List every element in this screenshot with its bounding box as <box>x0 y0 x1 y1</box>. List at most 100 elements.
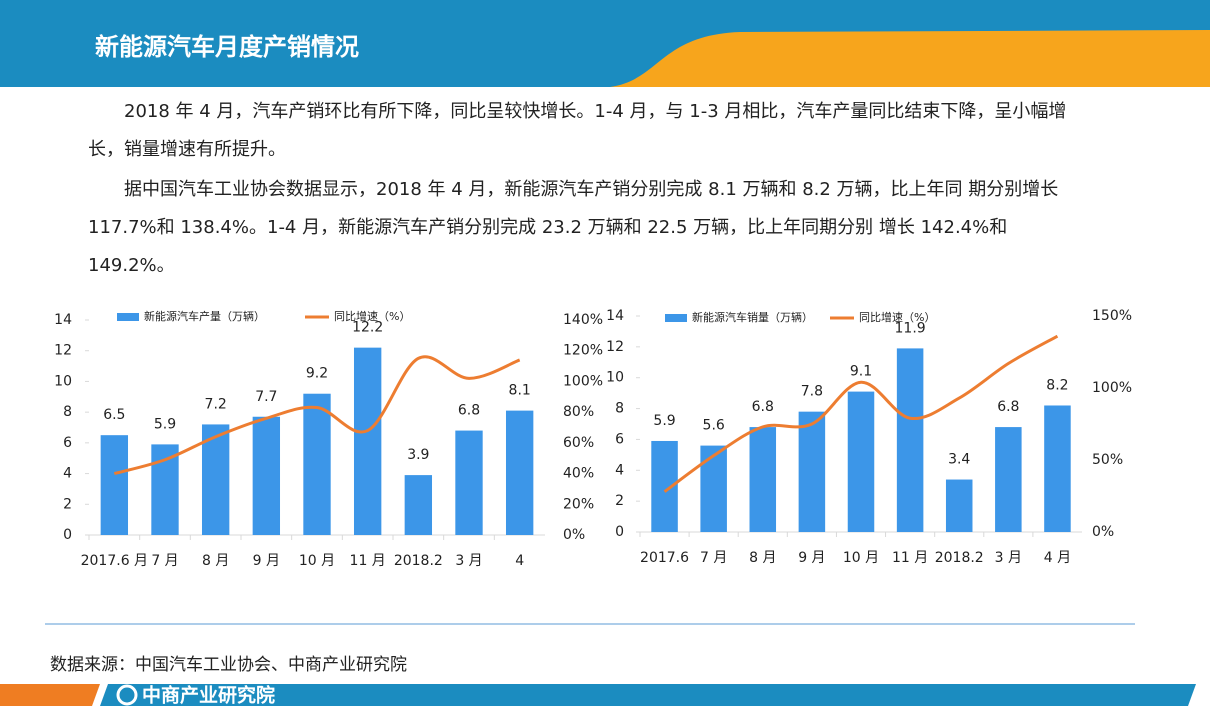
y2-tick-label: 60% <box>563 435 594 451</box>
y2-tick-label: 40% <box>563 466 594 482</box>
bar <box>798 411 826 532</box>
bar <box>404 475 433 535</box>
y2-tick-label: 0% <box>563 527 585 543</box>
legend-label: 新能源汽车产量（万辆） <box>144 309 265 323</box>
legend-swatch <box>117 313 139 321</box>
value-label: 9.1 <box>850 364 872 380</box>
bar <box>1044 405 1071 532</box>
value-label: 3.4 <box>948 452 970 468</box>
y2-tick-label: 140% <box>563 312 603 328</box>
x-tick-label: 4 <box>515 553 524 569</box>
growth-line <box>113 355 521 476</box>
bar <box>353 347 382 535</box>
logo-icon <box>116 684 138 706</box>
x-tick-label: 7 月 <box>151 553 178 569</box>
header-accent <box>610 30 1210 87</box>
x-tick-label: 2017.6 <box>640 550 689 566</box>
bar <box>505 410 534 535</box>
y2-tick-label: 80% <box>563 404 594 420</box>
value-label: 5.9 <box>154 416 176 432</box>
value-label: 7.8 <box>801 384 823 400</box>
bar <box>455 430 483 535</box>
value-label: 5.6 <box>703 418 725 434</box>
value-label: 9.2 <box>306 366 328 382</box>
y2-tick-label: 100% <box>563 373 603 389</box>
paragraph: 2018 年 4 月，汽车产销环比有所下降，同比呈较快增长。1-4 月，与 1-… <box>88 101 1067 160</box>
footer-bar <box>100 684 1196 706</box>
value-label: 7.2 <box>205 396 227 412</box>
x-tick-label: 4 月 <box>1044 550 1071 566</box>
bar <box>100 435 129 535</box>
x-tick-label: 8 月 <box>202 553 229 569</box>
value-label: 6.8 <box>997 399 1019 415</box>
y2-tick-label: 0% <box>1092 524 1114 540</box>
y-tick-label: 2 <box>63 496 72 512</box>
value-label: 6.5 <box>103 407 125 423</box>
x-tick-label: 10 月 <box>843 550 879 566</box>
value-label: 6.8 <box>458 403 480 419</box>
y-tick-label: 12 <box>606 339 624 355</box>
y2-tick-label: 20% <box>563 496 594 512</box>
bar <box>700 445 727 532</box>
y-tick-label: 6 <box>63 435 72 451</box>
x-tick-label: 2018.2 <box>394 553 443 569</box>
y-tick-label: 4 <box>615 462 624 478</box>
header-title: 新能源汽车月度产销情况 <box>95 33 359 61</box>
bar <box>303 393 331 535</box>
y-tick-label: 14 <box>606 308 624 324</box>
bar <box>749 427 777 532</box>
value-label: 11.9 <box>895 320 926 336</box>
logo-text: 中商产业研究院 <box>142 684 275 707</box>
y-tick-label: 2 <box>615 493 624 509</box>
value-label: 6.8 <box>752 399 774 415</box>
x-tick-label: 10 月 <box>299 553 335 569</box>
y-tick-label: 0 <box>615 524 624 540</box>
bar <box>945 479 973 532</box>
bar <box>201 424 230 535</box>
y-tick-label: 10 <box>54 373 72 389</box>
value-label: 12.2 <box>352 320 383 336</box>
growth-line <box>663 334 1059 493</box>
y2-tick-label: 120% <box>563 343 603 359</box>
value-label: 5.9 <box>653 413 675 429</box>
bar <box>847 391 875 532</box>
y-tick-label: 8 <box>63 404 72 420</box>
y-tick-label: 12 <box>54 343 72 359</box>
bar <box>252 416 281 535</box>
y-tick-label: 0 <box>63 527 72 543</box>
y-tick-label: 8 <box>615 401 624 417</box>
y-tick-label: 4 <box>63 466 72 482</box>
x-tick-label: 7 月 <box>700 550 727 566</box>
footer-accent <box>0 684 100 706</box>
value-label: 3.9 <box>407 447 429 463</box>
value-label: 8.2 <box>1046 377 1068 393</box>
x-tick-label: 2017.6 月 <box>81 553 148 569</box>
y-tick-label: 10 <box>606 370 624 386</box>
legend-swatch <box>665 314 687 322</box>
bar <box>151 444 179 535</box>
value-label: 7.7 <box>255 389 277 405</box>
bar <box>995 427 1022 532</box>
x-tick-label: 8 月 <box>749 550 776 566</box>
x-tick-label: 3 月 <box>995 550 1022 566</box>
y2-tick-label: 150% <box>1092 308 1132 324</box>
y-tick-label: 6 <box>615 431 624 447</box>
legend-label: 同比增速（%） <box>334 309 410 323</box>
legend-label: 新能源汽车销量（万辆） <box>692 310 813 324</box>
x-tick-label: 9 月 <box>253 553 280 569</box>
x-tick-label: 9 月 <box>798 550 825 566</box>
legend-label: 同比增速（%） <box>859 310 935 324</box>
value-label: 8.1 <box>509 383 531 399</box>
x-tick-label: 11 月 <box>350 553 386 569</box>
x-tick-label: 2018.2 <box>935 550 984 566</box>
x-tick-label: 11 月 <box>892 550 928 566</box>
y-tick-label: 14 <box>54 312 72 328</box>
source: 数据来源：中国汽车工业协会、中商产业研究院 <box>50 655 407 675</box>
x-tick-label: 3 月 <box>455 553 482 569</box>
bar <box>896 348 924 532</box>
y2-tick-label: 100% <box>1092 380 1132 396</box>
paragraph: 据中国汽车工业协会数据显示，2018 年 4 月，新能源汽车产销分别完成 8.1… <box>88 179 1059 276</box>
y2-tick-label: 50% <box>1092 452 1123 468</box>
